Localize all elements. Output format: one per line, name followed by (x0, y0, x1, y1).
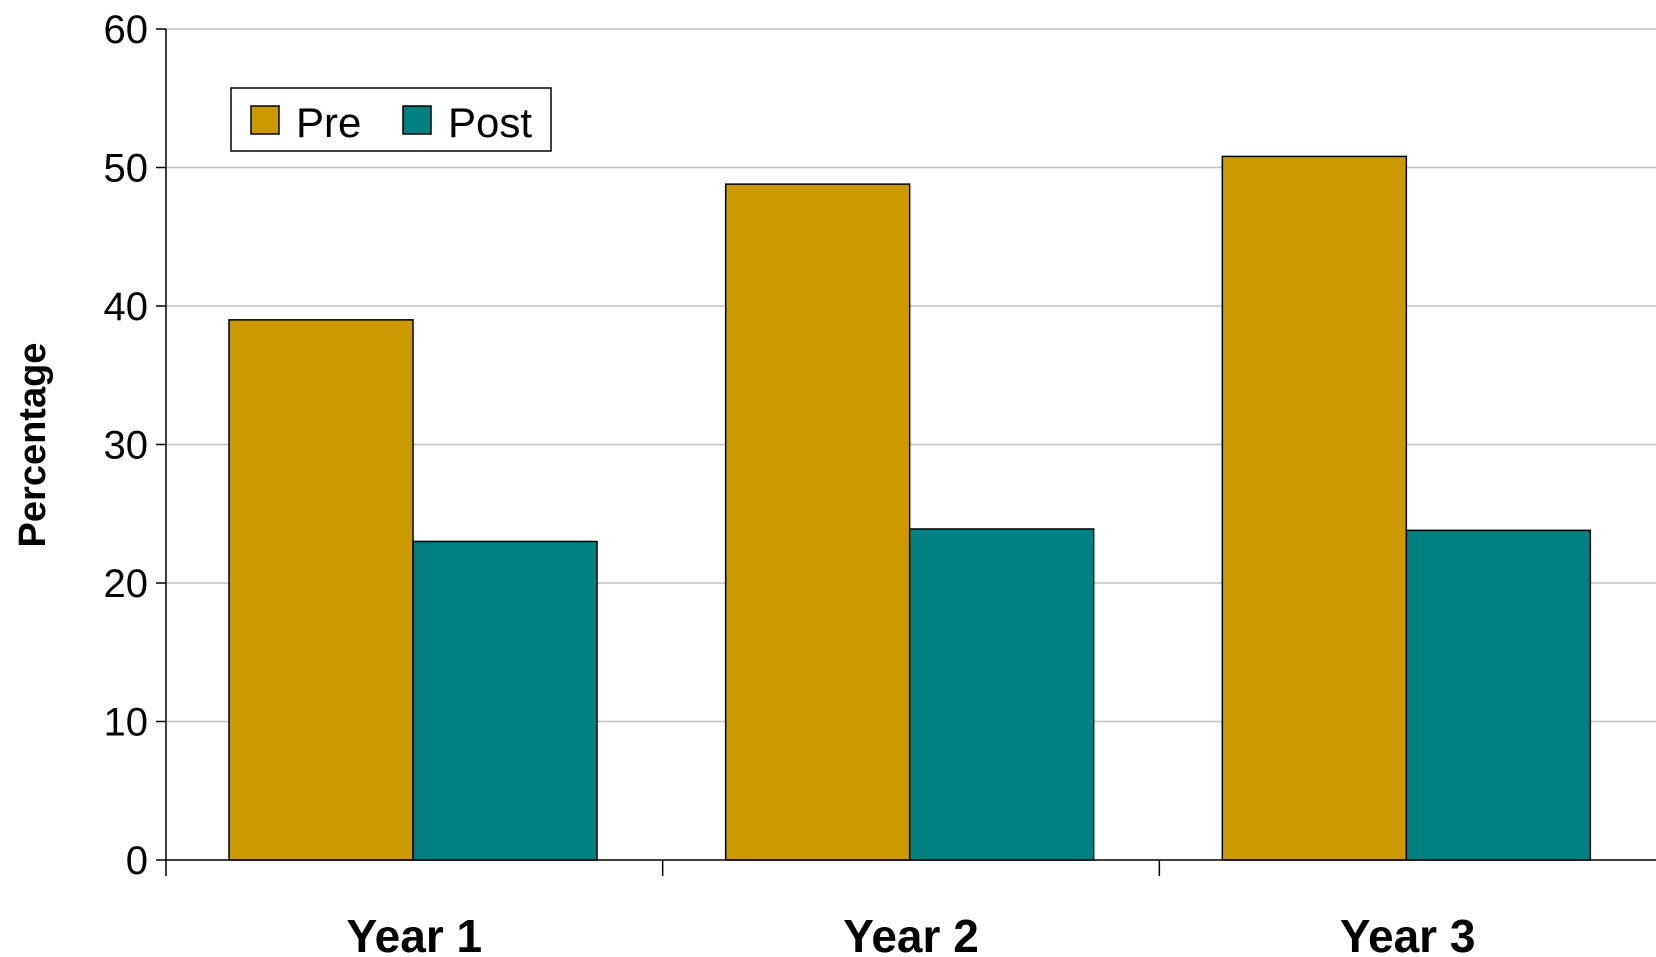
y-axis-title: Percentage (12, 343, 54, 548)
legend-swatch-pre (250, 105, 280, 135)
y-tick-labels: 0 10 20 30 40 50 60 (104, 8, 149, 883)
legend-box (230, 87, 552, 152)
y-tick-label: 50 (104, 147, 149, 191)
bars (228, 155, 1592, 861)
bar-post-3 (1405, 529, 1592, 861)
y-tick-label: 10 (104, 701, 149, 745)
bar-pre-2 (724, 183, 911, 861)
x-category-label: Year 2 (843, 910, 979, 957)
legend-label-post: Post (448, 99, 532, 146)
x-category-label: Year 1 (347, 910, 483, 957)
x-category-labels: Year 1 Year 2 Year 3 (347, 910, 1476, 957)
y-tick-label: 60 (104, 8, 149, 52)
y-tick-label: 40 (104, 285, 149, 329)
bar-pre-1 (228, 319, 414, 861)
x-category-label: Year 3 (1340, 910, 1476, 957)
y-tick-label: 20 (104, 562, 149, 606)
legend: Pre Post (230, 87, 552, 152)
axes (156, 28, 1656, 876)
y-tick-label: 0 (126, 839, 148, 883)
legend-swatch-post (402, 105, 432, 135)
bar-post-2 (908, 528, 1095, 861)
legend-label-pre: Pre (296, 99, 361, 146)
y-tick-label: 30 (104, 424, 149, 468)
bar-post-1 (412, 540, 598, 861)
bar-pre-3 (1221, 155, 1408, 861)
